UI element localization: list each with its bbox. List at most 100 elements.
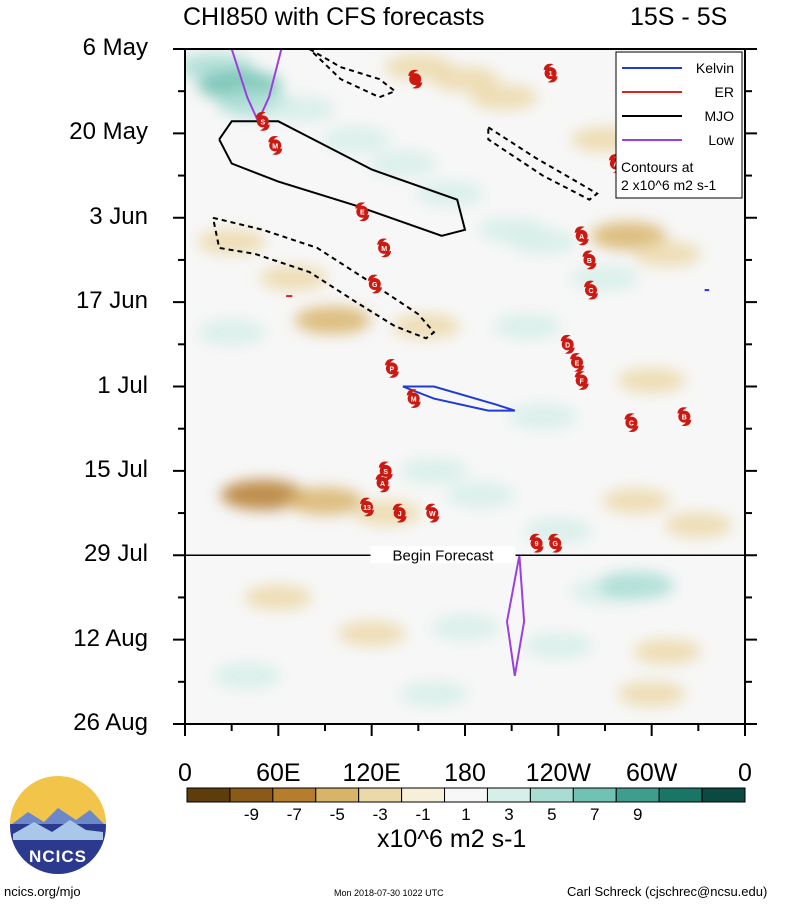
storm-arm	[378, 461, 389, 468]
storm-marker: A	[375, 473, 390, 493]
anomaly-patch	[431, 66, 499, 92]
storm-marker: E	[355, 202, 370, 222]
anomaly-patch	[602, 488, 671, 514]
anomaly-patch	[197, 319, 266, 346]
anomaly-patch	[197, 229, 266, 255]
colorbar-bin	[444, 787, 488, 803]
storm-arm	[359, 214, 370, 222]
storm-arm	[272, 148, 283, 155]
storm-arm	[529, 533, 540, 541]
storm-label: C	[629, 421, 634, 428]
storm-label: P	[390, 366, 395, 373]
storm-arm	[560, 334, 571, 342]
anomaly-patch	[617, 681, 686, 707]
legend-label-er: ER	[715, 84, 734, 100]
anomaly-patch	[617, 367, 686, 394]
colorbar-tick-label: 9	[632, 805, 643, 824]
storm-marker: C	[584, 280, 598, 300]
storm-marker: F	[574, 371, 589, 390]
storm-arm	[548, 533, 559, 541]
y-tick-label: 6 May	[82, 34, 148, 61]
storm-icon	[256, 115, 269, 128]
anomaly-patch	[244, 584, 313, 611]
anomaly-patch	[415, 180, 484, 207]
storm-arm	[255, 111, 266, 119]
storm-icon	[583, 253, 596, 266]
colorbar-bin	[315, 787, 360, 803]
storm-arm	[396, 516, 407, 523]
storm-label: F	[580, 378, 585, 385]
storm-arm	[533, 546, 544, 553]
y-tick-label: 3 Jun	[89, 202, 148, 230]
contour-mjo	[487, 126, 599, 201]
storm-icon	[356, 205, 369, 218]
storm-icon	[625, 416, 638, 429]
storm-icon	[549, 537, 562, 550]
storm-marker: C	[624, 413, 639, 433]
storm-arm	[574, 371, 585, 378]
storm-icon	[575, 374, 588, 387]
colorbar-bin	[272, 787, 317, 803]
colorbar-tick-label: -3	[372, 805, 388, 824]
colorbar-tick-label: 5	[547, 805, 557, 824]
storm-arm	[367, 274, 378, 282]
colorbar-bin	[186, 787, 231, 803]
storm-arm	[574, 226, 585, 233]
storm-arm	[586, 262, 597, 270]
storm-marker: W	[425, 503, 440, 523]
storm-icon	[385, 362, 398, 375]
storm-label: G	[372, 282, 378, 289]
legend-note: 2 x10^6 m2 s-1	[621, 177, 716, 193]
storm-icon	[376, 476, 389, 489]
storm-label: C	[588, 288, 593, 295]
footer-timestamp: Mon 2018-07-30 1022 UTC	[334, 888, 444, 898]
storm-marker: M	[268, 136, 283, 155]
anomaly-patch	[431, 614, 499, 641]
storm-marker: 1	[543, 63, 558, 83]
colorbar-bin	[486, 787, 531, 803]
storm-arm	[578, 238, 589, 246]
legend-note: Contours at	[621, 159, 693, 175]
logo-ridge	[13, 820, 103, 840]
anomaly-patch	[399, 458, 468, 484]
colorbar-tick-label: 7	[590, 805, 600, 824]
storm-label: W	[429, 511, 436, 518]
logo-mountains	[12, 808, 104, 824]
chart-subtitle: 15S - 5S	[630, 3, 728, 31]
legend-label-low: Low	[708, 132, 735, 148]
storm-arm	[677, 407, 688, 414]
x-tick-label: 120W	[525, 759, 591, 787]
storm-marker: E	[570, 352, 584, 372]
storm-icon	[368, 278, 381, 291]
storm-arm	[425, 503, 436, 511]
storm-arm	[408, 69, 419, 77]
anomaly-patch	[493, 313, 562, 340]
anomaly-patch	[294, 306, 371, 335]
storm-arm	[375, 473, 386, 480]
storm-arm	[582, 250, 593, 257]
storm-icon	[426, 507, 439, 520]
anomaly-patch	[508, 403, 577, 430]
storm-icon	[678, 410, 691, 423]
storm-marker: D	[560, 334, 575, 354]
chart-title: CHI850 with CFS forecasts	[183, 3, 485, 31]
storm-label: 9	[535, 541, 539, 548]
storm-arm	[381, 250, 392, 258]
storm-label: A	[579, 234, 584, 241]
legend-box	[615, 51, 743, 199]
storm-arm	[543, 63, 554, 71]
storm-icon	[561, 338, 574, 351]
storm-arm	[547, 76, 558, 83]
y-tick-label: 15 Jul	[83, 455, 148, 483]
anomaly-patch	[267, 96, 336, 123]
units-label: x10^6 m2 s-1	[377, 825, 527, 853]
y-tick-label: 12 Aug	[73, 624, 148, 652]
storm-icon	[407, 392, 420, 405]
anomaly-patch	[571, 265, 639, 291]
anomaly-patch	[524, 632, 593, 659]
x-tick-label: 0	[178, 759, 192, 787]
storm-label: M	[411, 397, 417, 404]
storm-arm	[360, 497, 370, 505]
legend-label-kelvin: Kelvin	[696, 60, 734, 76]
colorbar-tick-label: 3	[504, 805, 514, 824]
